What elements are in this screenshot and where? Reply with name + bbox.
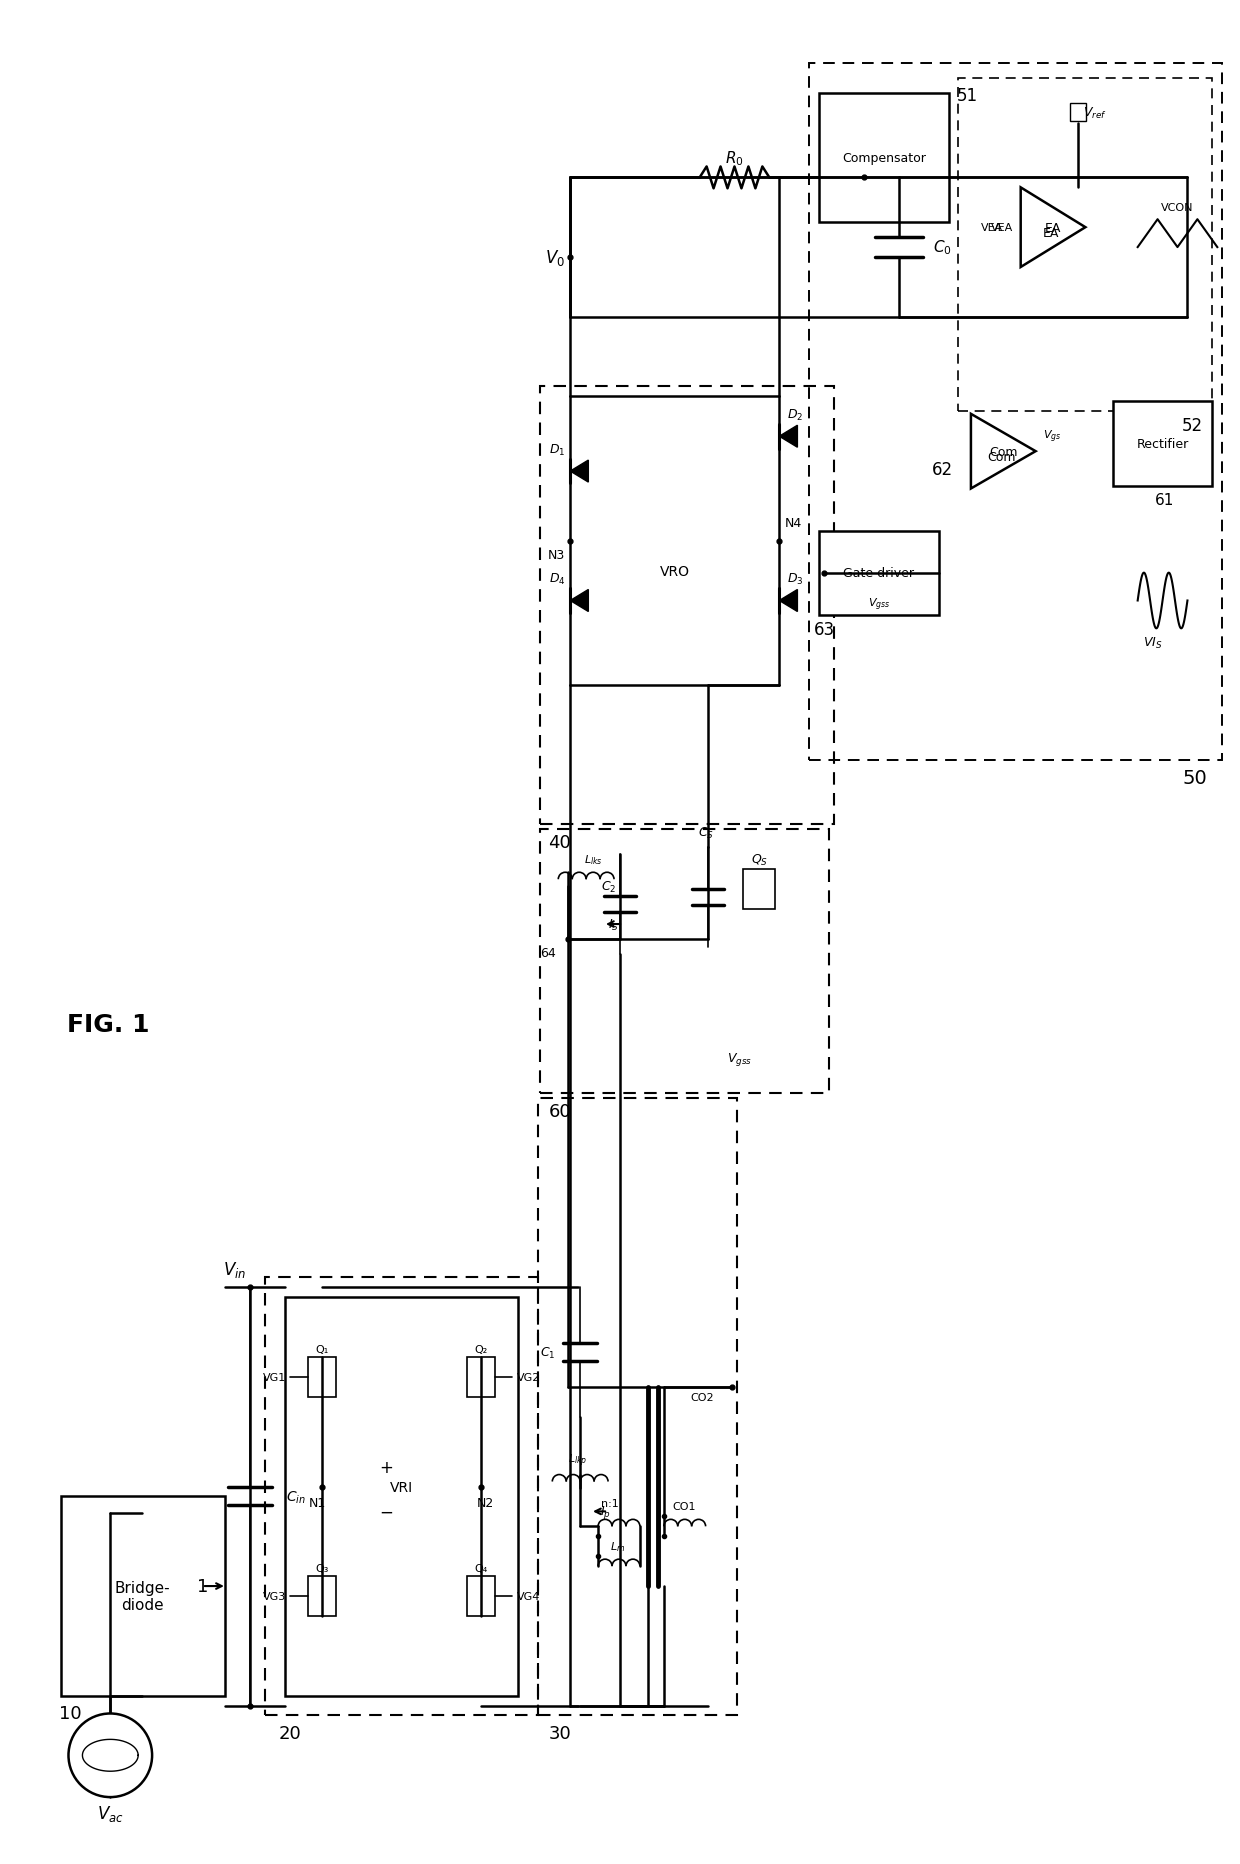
Bar: [959, 78, 1213, 412]
Text: N2: N2: [477, 1497, 495, 1510]
Bar: [820, 93, 949, 224]
Text: Com: Com: [987, 451, 1016, 464]
Text: 60: 60: [548, 1103, 570, 1120]
Text: Com: Com: [990, 445, 1018, 459]
Text: $V_0$: $V_0$: [546, 248, 565, 268]
Text: $R_0$: $R_0$: [725, 149, 744, 168]
Polygon shape: [1021, 188, 1085, 268]
Bar: [309, 1577, 336, 1616]
Text: 52: 52: [1182, 418, 1203, 434]
Text: $C_S$: $C_S$: [698, 826, 713, 841]
Text: EA: EA: [1043, 227, 1059, 239]
Polygon shape: [779, 427, 797, 447]
Text: 63: 63: [815, 621, 836, 639]
Text: CO2: CO2: [691, 1392, 714, 1402]
Text: Rectifier: Rectifier: [1136, 438, 1189, 451]
Bar: [1112, 403, 1213, 487]
Text: $D_1$: $D_1$: [549, 442, 565, 457]
Bar: [466, 1357, 495, 1398]
Bar: [541, 829, 830, 1094]
Text: Bridge-
diode: Bridge- diode: [114, 1581, 170, 1612]
Text: 10: 10: [58, 1704, 81, 1722]
Bar: [284, 1297, 518, 1696]
Bar: [264, 1277, 538, 1715]
Text: FIG. 1: FIG. 1: [67, 1012, 150, 1036]
Text: $D_3$: $D_3$: [787, 572, 804, 587]
Text: $V_{ac}$: $V_{ac}$: [97, 1802, 124, 1823]
Text: 30: 30: [548, 1724, 572, 1743]
Text: $C_0$: $C_0$: [932, 239, 951, 257]
Text: VRO: VRO: [660, 565, 689, 578]
Circle shape: [68, 1713, 153, 1797]
Text: $I_S$: $I_S$: [608, 917, 619, 932]
Text: VG4: VG4: [517, 1592, 539, 1601]
Text: 20: 20: [279, 1724, 301, 1743]
Text: VEA: VEA: [991, 224, 1013, 233]
Bar: [810, 63, 1223, 761]
Text: N3: N3: [548, 548, 565, 561]
Text: 1: 1: [197, 1577, 208, 1596]
Text: 62: 62: [932, 460, 954, 479]
Text: $V_{gss}$: $V_{gss}$: [868, 596, 890, 613]
Text: Gate driver: Gate driver: [843, 567, 914, 580]
Bar: [820, 531, 939, 617]
Text: $I_p$: $I_p$: [600, 1502, 611, 1519]
Text: $V_{gss}$: $V_{gss}$: [727, 1051, 751, 1068]
Text: 51: 51: [956, 88, 977, 104]
Text: $C_{in}$: $C_{in}$: [285, 1489, 305, 1504]
Text: VG2: VG2: [517, 1372, 539, 1383]
Text: VCON: VCON: [1161, 203, 1194, 212]
Text: $C_2$: $C_2$: [600, 880, 616, 895]
Text: $V_{ref}$: $V_{ref}$: [1083, 106, 1106, 121]
Polygon shape: [971, 414, 1035, 488]
Bar: [1070, 104, 1086, 121]
Text: VRI: VRI: [389, 1480, 413, 1493]
Polygon shape: [570, 591, 588, 611]
Text: −: −: [379, 1502, 393, 1521]
Text: $V_{gs}$: $V_{gs}$: [1043, 429, 1061, 445]
Bar: [744, 870, 775, 910]
Text: Compensator: Compensator: [842, 151, 926, 164]
Text: CO1: CO1: [672, 1502, 696, 1512]
Text: Q₂: Q₂: [474, 1344, 487, 1355]
Text: Q₃: Q₃: [316, 1564, 329, 1573]
Text: 50: 50: [1183, 768, 1208, 788]
Bar: [466, 1577, 495, 1616]
Text: Q₁: Q₁: [316, 1344, 329, 1355]
Text: $Q_S$: $Q_S$: [750, 852, 768, 867]
Bar: [61, 1497, 224, 1696]
Text: $D_2$: $D_2$: [787, 408, 804, 423]
Text: $D_4$: $D_4$: [548, 572, 565, 587]
Text: $VI_S$: $VI_S$: [1143, 636, 1162, 651]
Bar: [541, 388, 835, 826]
Text: N4: N4: [784, 516, 801, 529]
Text: 40: 40: [548, 833, 572, 852]
Text: EA: EA: [1045, 222, 1061, 235]
Text: VEA: VEA: [981, 224, 1003, 233]
Text: $L_{lks}$: $L_{lks}$: [584, 854, 603, 867]
Polygon shape: [570, 460, 588, 483]
Text: $C_1$: $C_1$: [539, 1344, 556, 1361]
Text: +: +: [379, 1458, 393, 1476]
Text: 64: 64: [541, 947, 557, 960]
Text: N1: N1: [309, 1497, 326, 1510]
Polygon shape: [779, 591, 797, 611]
Text: n:1: n:1: [601, 1499, 619, 1508]
Text: $L_{lkp}$: $L_{lkp}$: [568, 1452, 588, 1469]
Text: Q₄: Q₄: [474, 1564, 487, 1573]
Text: 61: 61: [1154, 494, 1174, 509]
Text: VG1: VG1: [263, 1372, 286, 1383]
Text: $V_{in}$: $V_{in}$: [222, 1260, 246, 1281]
Bar: [309, 1357, 336, 1398]
Text: $L_m$: $L_m$: [610, 1540, 626, 1553]
Bar: [538, 1098, 738, 1715]
Text: VG3: VG3: [263, 1592, 286, 1601]
